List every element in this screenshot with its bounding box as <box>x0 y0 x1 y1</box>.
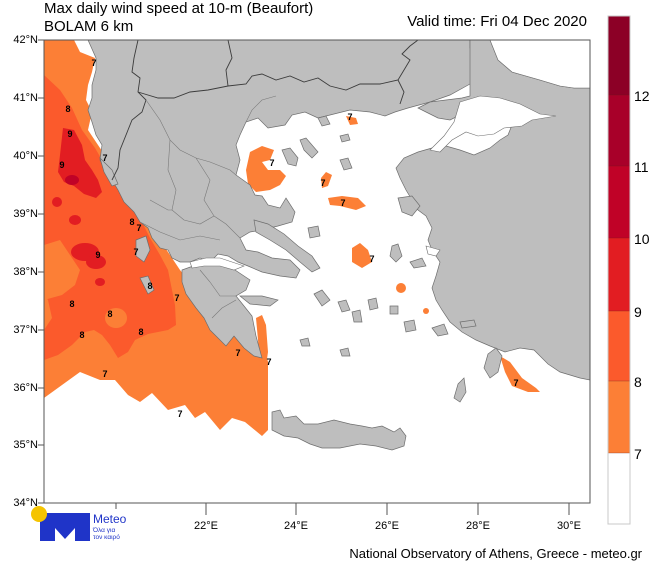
lat-label-38: 38°N <box>13 266 38 278</box>
colorbar-tick-9: 9 <box>634 304 642 320</box>
colorbar-tick-11: 11 <box>634 159 649 175</box>
gulf-of-corinth <box>189 257 245 271</box>
lon-ticks <box>115 503 570 515</box>
contour-label: 7 <box>347 112 352 122</box>
inland-seas <box>189 40 590 271</box>
lat-label-39: 39°N <box>13 208 38 220</box>
contour-label: 7 <box>340 198 345 208</box>
land-lesvos <box>397 195 421 217</box>
contour-label: 7 <box>320 178 325 188</box>
credit-text: National Observatory of Athens, Greece -… <box>349 546 642 561</box>
lon-label-24: 24°E <box>284 520 308 532</box>
lat-ticks <box>38 39 44 504</box>
valid-time: Valid time: Fri 04 Dec 2020 <box>407 13 587 30</box>
land-corfu <box>99 156 119 187</box>
contour-label: 7 <box>369 254 374 264</box>
contour-label: 8 <box>138 327 143 337</box>
colorbar-tick-8: 8 <box>634 374 642 390</box>
contour-label: 9 <box>95 250 100 260</box>
regional-borders <box>139 95 277 319</box>
lon-label-30: 30°E <box>557 520 581 532</box>
contour-label: 8 <box>147 281 152 291</box>
contour-label: 7 <box>269 158 274 168</box>
contour-label: 7 <box>174 293 179 303</box>
contour-label: 9 <box>67 129 72 139</box>
land-balkans <box>87 40 489 279</box>
logo-name: Meteo <box>93 512 127 526</box>
land-thasos <box>317 115 331 127</box>
land-samothraki <box>339 133 351 143</box>
model-name: BOLAM 6 km <box>44 18 134 35</box>
country-borders <box>111 40 419 181</box>
colorbar-tick-12: 12 <box>634 88 650 104</box>
sea-of-marmara <box>429 95 557 153</box>
contour-label: 8 <box>65 104 70 114</box>
lon-label-22: 22°E <box>194 520 218 532</box>
lon-label-26: 26°E <box>375 520 399 532</box>
land-rhodes <box>483 347 503 379</box>
contour-label: 7 <box>235 348 240 358</box>
logo-tagline-2: τον καιρό <box>93 534 120 541</box>
contour-label: 8 <box>79 330 84 340</box>
land-ikaria-samos <box>409 257 427 269</box>
lat-label-40: 40°N <box>13 150 38 162</box>
contour-label: 8 <box>69 299 74 309</box>
lat-label-35: 35°N <box>13 439 38 451</box>
land-euboea <box>253 219 321 273</box>
contour-label: 7 <box>513 378 518 388</box>
wind-zone-aegean-thermaikos <box>246 146 286 192</box>
contour-label: 7 <box>91 58 96 68</box>
lat-label-36: 36°N <box>13 382 38 394</box>
black-sea <box>489 40 590 89</box>
contour-label: 7 <box>266 357 271 367</box>
land-lemnos <box>339 157 353 171</box>
map-title: Max daily wind speed at 10-m (Beaufort) <box>44 0 314 17</box>
contour-label: 9 <box>59 160 64 170</box>
land-crete <box>271 409 407 451</box>
colorbar-tick-10: 10 <box>634 231 650 247</box>
contour-label: 8 <box>107 309 112 319</box>
land-chios <box>389 243 403 263</box>
lat-label-42: 42°N <box>13 34 38 46</box>
logo-tagline-1: Όλα για <box>93 527 116 534</box>
colorbar <box>607 15 631 525</box>
lat-label-34: 34°N <box>13 497 38 509</box>
lat-label-41: 41°N <box>13 92 38 104</box>
lat-label-37: 37°N <box>13 324 38 336</box>
land <box>87 40 590 451</box>
meteo-logo-icon <box>31 506 90 541</box>
land-zakynthos <box>139 275 155 295</box>
contour-label: 7 <box>177 409 182 419</box>
contour-label: 7 <box>102 369 107 379</box>
contour-label: 7 <box>102 153 107 163</box>
gulf-of-izmir <box>425 245 441 257</box>
contour-label: 8 <box>129 217 134 227</box>
contour-label: 7 <box>133 247 138 257</box>
lon-label-28: 28°E <box>466 520 490 532</box>
land-kefalonia <box>135 235 151 263</box>
colorbar-tick-7: 7 <box>634 446 642 462</box>
contour-label: 7 <box>136 223 141 233</box>
land-karpathos <box>453 377 467 403</box>
